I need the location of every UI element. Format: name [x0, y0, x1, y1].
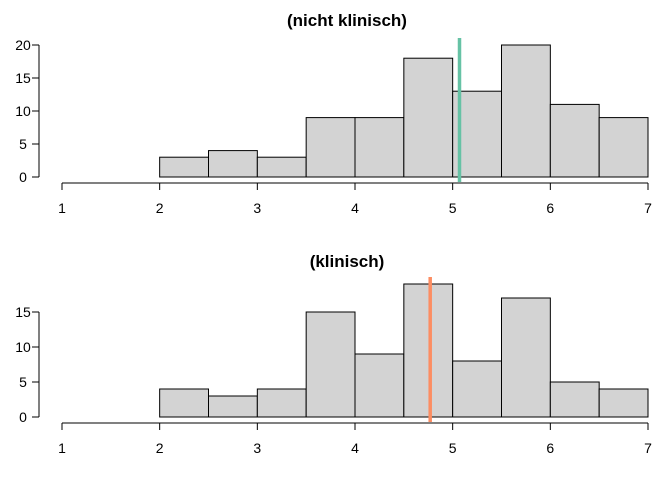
x-tick-label: 7: [644, 440, 652, 456]
histogram-bar: [354, 353, 405, 418]
y-tick-label: 0: [19, 169, 27, 185]
x-tick-label: 1: [58, 200, 66, 216]
x-tick-label: 5: [449, 200, 457, 216]
x-tick-label: 1: [58, 440, 66, 456]
histogram-bar: [598, 388, 649, 418]
histogram-bar: [354, 117, 405, 178]
x-tick-label: 4: [351, 440, 359, 456]
x-tick-label: 3: [253, 440, 261, 456]
y-tick-label: 20: [15, 37, 31, 53]
histogram-bar: [208, 395, 258, 418]
x-tick-label: 2: [156, 200, 164, 216]
x-tick-label: 6: [546, 440, 554, 456]
x-tick-label: 3: [253, 200, 261, 216]
x-tick-label: 5: [449, 440, 457, 456]
histogram-bar: [598, 117, 649, 178]
y-tick-label: 15: [15, 304, 31, 320]
histogram-bar: [305, 311, 356, 418]
y-tick-label: 15: [15, 70, 31, 86]
histogram-bar: [403, 57, 454, 178]
histogram-bar: [256, 156, 307, 178]
histogram-bar: [305, 117, 356, 178]
histogram-bar: [256, 388, 307, 418]
histogram-bar: [452, 360, 502, 418]
histogram-bar: [159, 156, 210, 178]
histogram-panel-2: (klinisch) 1 2 3 4 5 6 7 0 5 10 15: [15, 252, 652, 456]
y-tick-label: 10: [15, 103, 31, 119]
histogram-bar: [549, 103, 600, 178]
x-tick-label: 4: [351, 200, 359, 216]
histogram-bar: [403, 283, 454, 418]
histogram-bar: [549, 381, 600, 418]
panel-title: (nicht klinisch): [287, 11, 407, 30]
x-tick-label: 6: [546, 200, 554, 216]
histogram-bar: [501, 44, 551, 178]
histogram-bar: [159, 388, 210, 418]
histogram-panel-1: (nicht klinisch) 1 2 3 4 5 6 7 0 5 10 15 20: [15, 11, 652, 216]
y-tick-label: 10: [15, 339, 31, 355]
y-tick-label: 5: [19, 136, 27, 152]
y-tick-label: 5: [19, 374, 27, 390]
histogram-bar: [208, 150, 258, 178]
histogram-bar: [501, 297, 551, 418]
x-tick-label: 2: [156, 440, 164, 456]
panel-title: (klinisch): [310, 252, 385, 271]
x-tick-label: 7: [644, 200, 652, 216]
y-tick-label: 0: [19, 409, 27, 425]
